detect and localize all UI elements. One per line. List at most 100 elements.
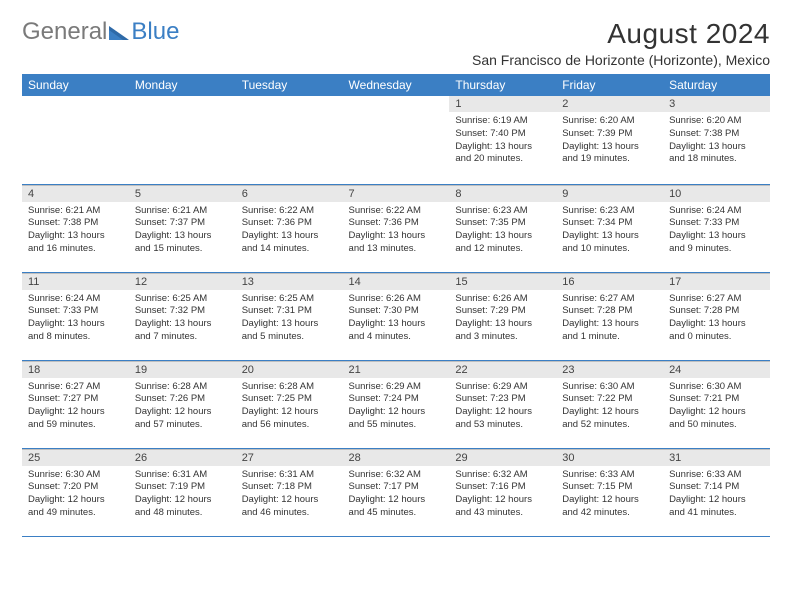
day-info: Sunrise: 6:19 AMSunset: 7:40 PMDaylight:…	[449, 112, 556, 168]
day-number: 15	[449, 273, 556, 290]
calendar-cell	[22, 96, 129, 184]
logo-text-general: General	[22, 18, 107, 46]
col-wednesday: Wednesday	[343, 74, 450, 96]
day-number: 11	[22, 273, 129, 290]
day-number: 6	[236, 185, 343, 202]
calendar-cell: 19Sunrise: 6:28 AMSunset: 7:26 PMDayligh…	[129, 360, 236, 448]
calendar-cell: 16Sunrise: 6:27 AMSunset: 7:28 PMDayligh…	[556, 272, 663, 360]
day-info: Sunrise: 6:25 AMSunset: 7:32 PMDaylight:…	[129, 290, 236, 346]
col-monday: Monday	[129, 74, 236, 96]
day-info: Sunrise: 6:26 AMSunset: 7:30 PMDaylight:…	[343, 290, 450, 346]
day-number: 13	[236, 273, 343, 290]
day-info: Sunrise: 6:29 AMSunset: 7:24 PMDaylight:…	[343, 378, 450, 434]
calendar-cell: 8Sunrise: 6:23 AMSunset: 7:35 PMDaylight…	[449, 184, 556, 272]
calendar-cell: 14Sunrise: 6:26 AMSunset: 7:30 PMDayligh…	[343, 272, 450, 360]
day-number: 22	[449, 361, 556, 378]
day-number: 5	[129, 185, 236, 202]
calendar-cell: 11Sunrise: 6:24 AMSunset: 7:33 PMDayligh…	[22, 272, 129, 360]
day-number: 25	[22, 449, 129, 466]
day-number: 26	[129, 449, 236, 466]
day-number: 12	[129, 273, 236, 290]
calendar-cell: 12Sunrise: 6:25 AMSunset: 7:32 PMDayligh…	[129, 272, 236, 360]
day-info: Sunrise: 6:31 AMSunset: 7:19 PMDaylight:…	[129, 466, 236, 522]
col-thursday: Thursday	[449, 74, 556, 96]
day-info: Sunrise: 6:24 AMSunset: 7:33 PMDaylight:…	[22, 290, 129, 346]
calendar-cell: 24Sunrise: 6:30 AMSunset: 7:21 PMDayligh…	[663, 360, 770, 448]
day-number: 7	[343, 185, 450, 202]
day-info: Sunrise: 6:29 AMSunset: 7:23 PMDaylight:…	[449, 378, 556, 434]
day-info: Sunrise: 6:23 AMSunset: 7:35 PMDaylight:…	[449, 202, 556, 258]
day-info: Sunrise: 6:27 AMSunset: 7:27 PMDaylight:…	[22, 378, 129, 434]
day-info: Sunrise: 6:21 AMSunset: 7:37 PMDaylight:…	[129, 202, 236, 258]
day-info: Sunrise: 6:28 AMSunset: 7:26 PMDaylight:…	[129, 378, 236, 434]
calendar-cell	[236, 96, 343, 184]
day-info: Sunrise: 6:27 AMSunset: 7:28 PMDaylight:…	[663, 290, 770, 346]
day-number: 14	[343, 273, 450, 290]
day-number: 27	[236, 449, 343, 466]
day-info: Sunrise: 6:21 AMSunset: 7:38 PMDaylight:…	[22, 202, 129, 258]
calendar-cell: 20Sunrise: 6:28 AMSunset: 7:25 PMDayligh…	[236, 360, 343, 448]
day-info: Sunrise: 6:30 AMSunset: 7:21 PMDaylight:…	[663, 378, 770, 434]
calendar-cell: 17Sunrise: 6:27 AMSunset: 7:28 PMDayligh…	[663, 272, 770, 360]
calendar-cell: 13Sunrise: 6:25 AMSunset: 7:31 PMDayligh…	[236, 272, 343, 360]
day-info: Sunrise: 6:33 AMSunset: 7:15 PMDaylight:…	[556, 466, 663, 522]
day-number: 20	[236, 361, 343, 378]
day-number: 9	[556, 185, 663, 202]
calendar-cell: 9Sunrise: 6:23 AMSunset: 7:34 PMDaylight…	[556, 184, 663, 272]
day-info: Sunrise: 6:22 AMSunset: 7:36 PMDaylight:…	[236, 202, 343, 258]
day-info: Sunrise: 6:31 AMSunset: 7:18 PMDaylight:…	[236, 466, 343, 522]
calendar-cell: 3Sunrise: 6:20 AMSunset: 7:38 PMDaylight…	[663, 96, 770, 184]
calendar-row: 4Sunrise: 6:21 AMSunset: 7:38 PMDaylight…	[22, 184, 770, 272]
calendar-cell: 27Sunrise: 6:31 AMSunset: 7:18 PMDayligh…	[236, 448, 343, 536]
day-info: Sunrise: 6:20 AMSunset: 7:39 PMDaylight:…	[556, 112, 663, 168]
calendar-cell: 25Sunrise: 6:30 AMSunset: 7:20 PMDayligh…	[22, 448, 129, 536]
day-number: 8	[449, 185, 556, 202]
day-number: 31	[663, 449, 770, 466]
calendar-cell: 31Sunrise: 6:33 AMSunset: 7:14 PMDayligh…	[663, 448, 770, 536]
page-title: August 2024	[472, 18, 770, 50]
calendar-row: 11Sunrise: 6:24 AMSunset: 7:33 PMDayligh…	[22, 272, 770, 360]
calendar-cell: 4Sunrise: 6:21 AMSunset: 7:38 PMDaylight…	[22, 184, 129, 272]
col-tuesday: Tuesday	[236, 74, 343, 96]
day-info: Sunrise: 6:24 AMSunset: 7:33 PMDaylight:…	[663, 202, 770, 258]
calendar-cell: 6Sunrise: 6:22 AMSunset: 7:36 PMDaylight…	[236, 184, 343, 272]
calendar-cell: 23Sunrise: 6:30 AMSunset: 7:22 PMDayligh…	[556, 360, 663, 448]
calendar-cell: 22Sunrise: 6:29 AMSunset: 7:23 PMDayligh…	[449, 360, 556, 448]
weekday-header-row: Sunday Monday Tuesday Wednesday Thursday…	[22, 74, 770, 96]
day-number: 18	[22, 361, 129, 378]
calendar-cell: 29Sunrise: 6:32 AMSunset: 7:16 PMDayligh…	[449, 448, 556, 536]
calendar-cell: 1Sunrise: 6:19 AMSunset: 7:40 PMDaylight…	[449, 96, 556, 184]
calendar-cell: 28Sunrise: 6:32 AMSunset: 7:17 PMDayligh…	[343, 448, 450, 536]
calendar-cell: 10Sunrise: 6:24 AMSunset: 7:33 PMDayligh…	[663, 184, 770, 272]
day-info: Sunrise: 6:20 AMSunset: 7:38 PMDaylight:…	[663, 112, 770, 168]
day-info: Sunrise: 6:30 AMSunset: 7:20 PMDaylight:…	[22, 466, 129, 522]
day-number: 23	[556, 361, 663, 378]
calendar-table: Sunday Monday Tuesday Wednesday Thursday…	[22, 74, 770, 537]
day-info: Sunrise: 6:30 AMSunset: 7:22 PMDaylight:…	[556, 378, 663, 434]
day-info: Sunrise: 6:23 AMSunset: 7:34 PMDaylight:…	[556, 202, 663, 258]
calendar-cell: 26Sunrise: 6:31 AMSunset: 7:19 PMDayligh…	[129, 448, 236, 536]
logo-text-blue: Blue	[131, 18, 179, 46]
logo-triangle-icon	[109, 24, 129, 40]
day-info: Sunrise: 6:27 AMSunset: 7:28 PMDaylight:…	[556, 290, 663, 346]
calendar-cell: 30Sunrise: 6:33 AMSunset: 7:15 PMDayligh…	[556, 448, 663, 536]
day-number: 19	[129, 361, 236, 378]
logo: General Blue	[22, 18, 179, 46]
day-number: 1	[449, 96, 556, 112]
title-block: August 2024 San Francisco de Horizonte (…	[472, 18, 770, 68]
calendar-cell: 21Sunrise: 6:29 AMSunset: 7:24 PMDayligh…	[343, 360, 450, 448]
day-number: 16	[556, 273, 663, 290]
day-number: 21	[343, 361, 450, 378]
calendar-row: 1Sunrise: 6:19 AMSunset: 7:40 PMDaylight…	[22, 96, 770, 184]
calendar-cell: 5Sunrise: 6:21 AMSunset: 7:37 PMDaylight…	[129, 184, 236, 272]
day-info: Sunrise: 6:25 AMSunset: 7:31 PMDaylight:…	[236, 290, 343, 346]
calendar-cell: 2Sunrise: 6:20 AMSunset: 7:39 PMDaylight…	[556, 96, 663, 184]
col-sunday: Sunday	[22, 74, 129, 96]
col-saturday: Saturday	[663, 74, 770, 96]
calendar-row: 25Sunrise: 6:30 AMSunset: 7:20 PMDayligh…	[22, 448, 770, 536]
day-number: 4	[22, 185, 129, 202]
day-info: Sunrise: 6:22 AMSunset: 7:36 PMDaylight:…	[343, 202, 450, 258]
day-number: 3	[663, 96, 770, 112]
day-info: Sunrise: 6:32 AMSunset: 7:17 PMDaylight:…	[343, 466, 450, 522]
day-number: 30	[556, 449, 663, 466]
